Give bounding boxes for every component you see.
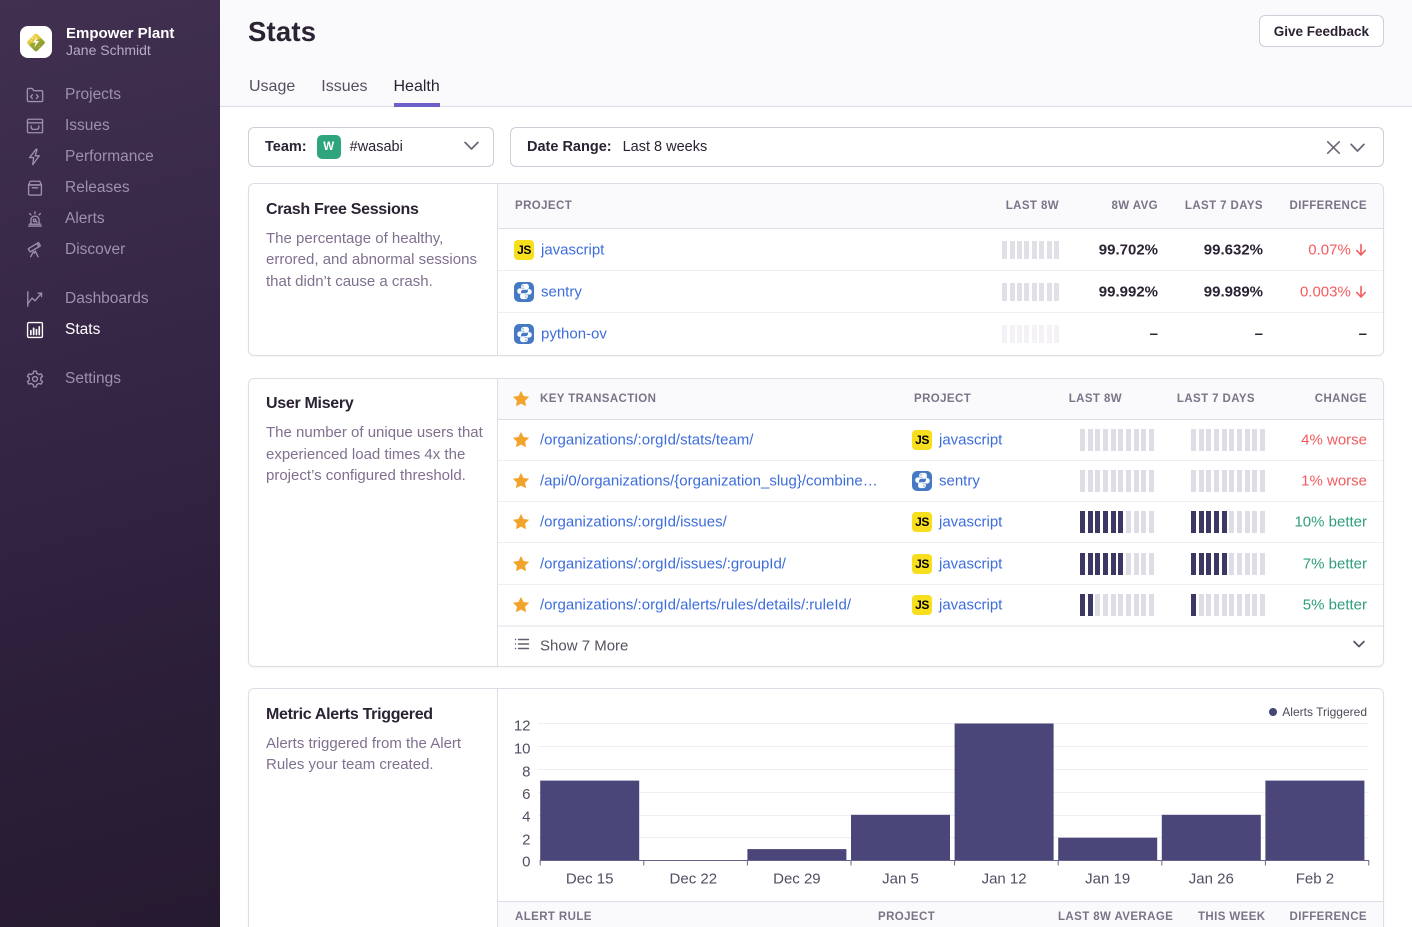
svg-text:12: 12 <box>514 718 531 735</box>
svg-text:4: 4 <box>522 809 530 826</box>
svg-text:0: 0 <box>522 854 530 871</box>
svg-text:Dec 15: Dec 15 <box>566 871 614 888</box>
svg-text:Jan 26: Jan 26 <box>1189 871 1234 888</box>
svg-text:8: 8 <box>522 764 530 781</box>
svg-text:6: 6 <box>522 786 530 803</box>
svg-text:Jan 19: Jan 19 <box>1085 871 1130 888</box>
svg-text:Dec 22: Dec 22 <box>670 871 718 888</box>
svg-text:Feb 2: Feb 2 <box>1296 871 1334 888</box>
svg-text:Jan 5: Jan 5 <box>882 871 919 888</box>
svg-text:10: 10 <box>514 741 531 758</box>
svg-text:Dec 29: Dec 29 <box>773 871 821 888</box>
svg-text:Jan 12: Jan 12 <box>982 871 1027 888</box>
svg-text:2: 2 <box>522 832 530 849</box>
